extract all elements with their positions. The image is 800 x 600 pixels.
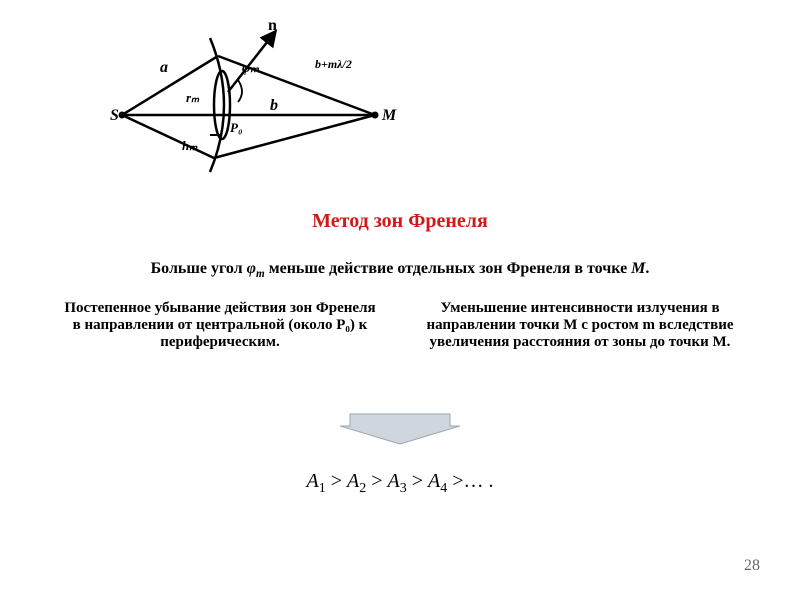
label-M: M: [381, 107, 397, 124]
ineq-gt2: >: [366, 470, 387, 492]
amplitude-inequality: A1 > A2 > A3 > A4 >… .: [0, 470, 800, 497]
ineq-gt1: >: [326, 470, 347, 492]
down-arrow-icon: [340, 410, 460, 451]
ineq-A3: A: [388, 470, 400, 492]
slide-title: Метод зон Френеля: [0, 210, 800, 233]
label-p0: P₀: [230, 120, 242, 135]
fresnel-zone-diagram: S M n a b φₘ rₘ hₘ P₀ b+mλ/2: [110, 20, 410, 190]
main-statement: Больше угол φm меньше действие отдельных…: [60, 260, 740, 280]
column-right: Уменьшение интенсивности излучения в нап…: [420, 300, 740, 351]
ineq-s1: 1: [319, 481, 326, 496]
label-S: S: [110, 107, 119, 124]
stmt-M: М: [631, 260, 645, 277]
ineq-A4: A: [428, 470, 440, 492]
ineq-gt3: >: [407, 470, 428, 492]
label-b: b: [270, 97, 278, 114]
ineq-s3: 3: [400, 481, 407, 496]
stmt-prefix: Больше угол: [151, 260, 247, 277]
label-phi-m: φₘ: [242, 61, 260, 76]
label-edge: b+mλ/2: [315, 57, 352, 71]
label-a: a: [160, 59, 168, 76]
explanation-columns: Постепенное убывание действия зон Френел…: [60, 300, 740, 351]
stmt-suffix: .: [645, 260, 649, 277]
stmt-phi-sub: m: [256, 268, 265, 280]
ineq-A2: A: [347, 470, 359, 492]
label-r-m: rₘ: [186, 90, 200, 105]
column-left: Постепенное убывание действия зон Френел…: [60, 300, 380, 351]
stmt-mid: меньше действие отдельных зон Френеля в …: [265, 260, 631, 277]
label-n: n: [268, 20, 277, 34]
label-h-m: hₘ: [182, 138, 198, 153]
title-text: Метод зон Френеля: [312, 210, 488, 232]
stmt-phi: φ: [247, 260, 256, 277]
ineq-tail: >… .: [447, 470, 493, 492]
ineq-A1: A: [307, 470, 319, 492]
page-number: 28: [744, 557, 760, 575]
